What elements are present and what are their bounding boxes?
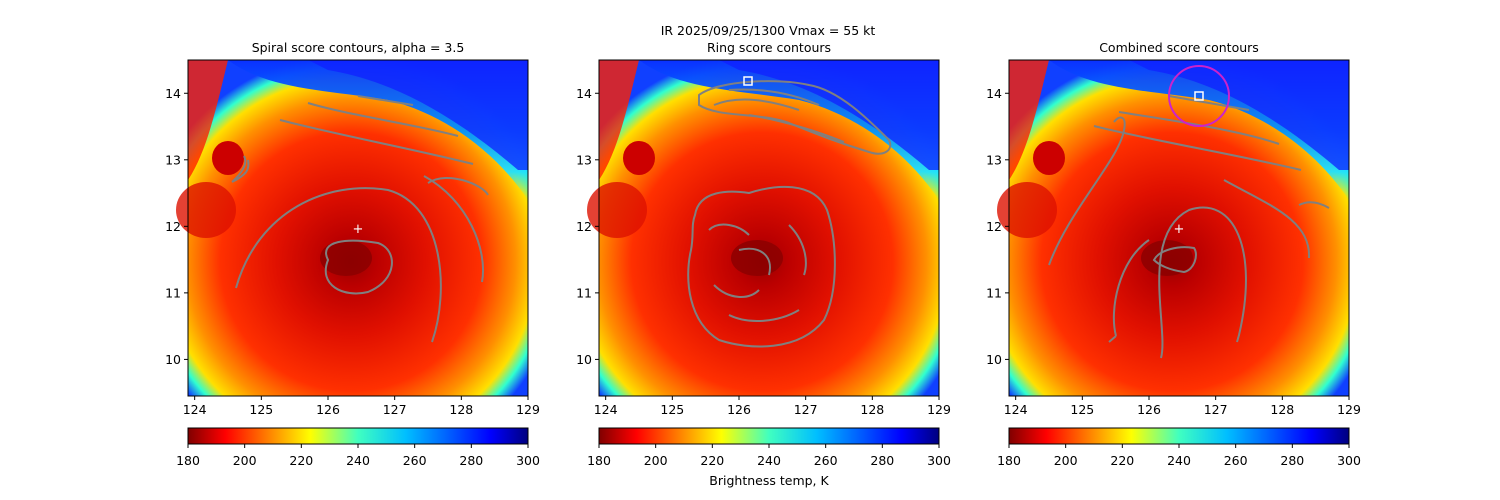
square-marker bbox=[1194, 91, 1204, 101]
spiral-contours bbox=[231, 95, 489, 343]
x-tick-label: 128 bbox=[860, 402, 884, 417]
x-tick-label: 129 bbox=[1337, 402, 1361, 417]
colorbar-tick-label: 240 bbox=[346, 453, 370, 468]
x-tick-label: 127 bbox=[794, 402, 818, 417]
colorbar-tick-label: 200 bbox=[1054, 453, 1078, 468]
x-tick-label: 127 bbox=[383, 402, 407, 417]
panel-combined: Combined score contours + bbox=[997, 40, 1350, 397]
colorbar-tick-label: 300 bbox=[1337, 453, 1361, 468]
ring-contours bbox=[687, 80, 892, 348]
x-tick-label: 124 bbox=[1004, 402, 1028, 417]
y-tick-label: 11 bbox=[986, 285, 1002, 300]
colorbar-3: 180 200 220 240 260 280 300 bbox=[997, 427, 1361, 468]
center-marker: + bbox=[353, 222, 364, 237]
panel-title-combined: Combined score contours bbox=[1099, 40, 1259, 55]
suptitle: IR 2025/09/25/1300 Vmax = 55 kt bbox=[661, 23, 876, 38]
colorbar-tick-label: 260 bbox=[1224, 453, 1248, 468]
colorbar-tick-label: 260 bbox=[403, 453, 427, 468]
colorbar-2: 180 200 220 240 260 280 300 Brightness temp, K bbox=[587, 427, 951, 488]
y-tick-label: 14 bbox=[165, 86, 181, 101]
x-tick-label: 127 bbox=[1204, 402, 1228, 417]
colorbar-tick-label: 220 bbox=[289, 453, 313, 468]
colorbar-tick-label: 300 bbox=[927, 453, 951, 468]
x-tick-label: 126 bbox=[727, 402, 751, 417]
y-tick-label: 12 bbox=[165, 219, 181, 234]
colorbar-tick-label: 240 bbox=[1167, 453, 1191, 468]
colorbar-tick-label: 200 bbox=[233, 453, 257, 468]
y-tick-label: 13 bbox=[986, 152, 1002, 167]
y-tick-label: 10 bbox=[576, 352, 592, 367]
panel-ring: Ring score contours bbox=[587, 40, 940, 397]
colorbar-tick-label: 240 bbox=[757, 453, 781, 468]
search-circle bbox=[1168, 65, 1230, 127]
y-tick-label: 10 bbox=[986, 352, 1002, 367]
y-tick-label: 10 bbox=[165, 352, 181, 367]
y-tick-label: 11 bbox=[576, 285, 592, 300]
square-marker bbox=[743, 76, 753, 86]
x-tick-label: 126 bbox=[1137, 402, 1161, 417]
colorbar-tick-label: 300 bbox=[516, 453, 540, 468]
x-tick-label: 128 bbox=[449, 402, 473, 417]
colorbar-label: Brightness temp, K bbox=[709, 473, 829, 488]
axes-frame bbox=[187, 59, 529, 397]
colorbar-tick-label: 280 bbox=[1280, 453, 1304, 468]
x-tick-label: 125 bbox=[249, 402, 273, 417]
x-tick-label: 124 bbox=[594, 402, 618, 417]
center-marker: + bbox=[1174, 222, 1185, 237]
axes-frame bbox=[598, 59, 940, 397]
x-tick-label: 129 bbox=[927, 402, 951, 417]
x-tick-label: 125 bbox=[660, 402, 684, 417]
colorbar-tick-label: 220 bbox=[1110, 453, 1134, 468]
axes-frame bbox=[1008, 59, 1350, 397]
colorbar-tick-label: 260 bbox=[814, 453, 838, 468]
colorbar-tick-label: 280 bbox=[870, 453, 894, 468]
y-tick-label: 12 bbox=[576, 219, 592, 234]
y-tick-label: 12 bbox=[986, 219, 1002, 234]
panel-spiral: Spiral score contours, alpha = 3.5 + bbox=[176, 40, 529, 397]
colorbar-tick-label: 280 bbox=[459, 453, 483, 468]
colorbar-1: 180 200 220 240 260 280 300 bbox=[176, 427, 540, 468]
x-tick-label: 124 bbox=[183, 402, 207, 417]
y-tick-label: 13 bbox=[576, 152, 592, 167]
y-tick-label: 14 bbox=[986, 86, 1002, 101]
y-tick-label: 14 bbox=[576, 86, 592, 101]
panel-title-spiral: Spiral score contours, alpha = 3.5 bbox=[252, 40, 465, 55]
x-tick-label: 128 bbox=[1270, 402, 1294, 417]
x-tick-label: 129 bbox=[516, 402, 540, 417]
panel-title-ring: Ring score contours bbox=[707, 40, 831, 55]
colorbar-tick-label: 220 bbox=[700, 453, 724, 468]
colorbar-tick-label: 180 bbox=[997, 453, 1021, 468]
y-tick-label: 11 bbox=[165, 285, 181, 300]
x-tick-label: 125 bbox=[1070, 402, 1094, 417]
colorbar-tick-label: 200 bbox=[644, 453, 668, 468]
x-tick-label: 126 bbox=[316, 402, 340, 417]
colorbar-tick-label: 180 bbox=[587, 453, 611, 468]
colorbar-tick-label: 180 bbox=[176, 453, 200, 468]
y-tick-label: 13 bbox=[165, 152, 181, 167]
